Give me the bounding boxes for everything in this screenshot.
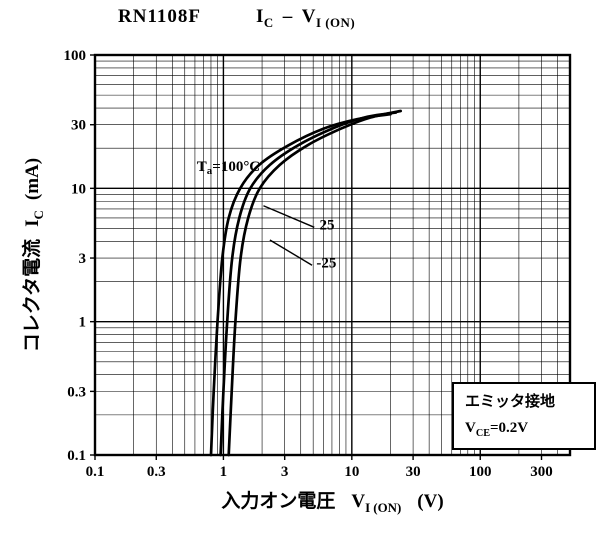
curve-Ta=-25°C (227, 109, 403, 457)
y-tick-label: 30 (71, 118, 86, 134)
condition-vce: VCE=0.2V (465, 415, 583, 443)
title-vion-subscript: I (ON) (315, 14, 356, 30)
curve-label: Ta=100°C (197, 159, 260, 177)
y-tick-label: 0.3 (67, 384, 86, 400)
x-axis-symbol-subscript: I (ON) (365, 499, 402, 515)
y-axis-unit: (mA) (22, 157, 43, 201)
y-tick-label: 10 (71, 181, 86, 197)
test-condition-box: エミッタ接地 VCE=0.2V (452, 382, 596, 451)
annotation-leader-line (263, 205, 315, 228)
x-tick-label: 0.3 (147, 464, 166, 480)
x-tick-label: 10 (344, 464, 359, 480)
x-tick-label: 1 (220, 464, 228, 480)
curve-Ta=25°C (219, 111, 398, 457)
annotation-leader-line (269, 239, 313, 266)
x-tick-label: 3 (281, 464, 289, 480)
x-axis-label-japanese: 入力オン電圧 (221, 491, 336, 512)
condition-circuit: エミッタ接地 (465, 394, 556, 410)
x-tick-label: 30 (406, 464, 421, 480)
y-axis-label-japanese: コレクタ電流 (22, 238, 43, 353)
y-axis-label: コレクタ電流 IC (mA) (17, 45, 46, 465)
device-name: RN1108F (118, 6, 201, 27)
vce-subscript: CE (475, 428, 490, 440)
vce-symbol: V (465, 420, 476, 437)
y-tick-label: 100 (64, 48, 87, 64)
curve-Ta=100°C (209, 112, 392, 457)
title-ic-symbol: I (256, 6, 264, 27)
y-tick-label: 3 (79, 251, 87, 267)
y-tick-label: 1 (79, 315, 87, 331)
x-tick-label: 300 (530, 464, 553, 480)
x-axis-label: 入力オン電圧 VI (ON) (V) (95, 486, 570, 516)
y-tick-label: 0.1 (67, 448, 86, 464)
plot-frame (93, 53, 572, 457)
curve-label: 25 (319, 218, 334, 234)
curve-label: -25 (316, 255, 336, 271)
title-dash: – (282, 6, 293, 27)
y-axis-symbol: I (22, 219, 43, 227)
y-axis-symbol-subscript: C (30, 210, 46, 220)
vce-value: =0.2V (490, 420, 529, 437)
x-tick-label: 100 (469, 464, 492, 480)
x-tick-label: 0.1 (86, 464, 105, 480)
chart-title-relation: IC – VI (ON) (256, 6, 355, 31)
x-axis-symbol: V (351, 491, 366, 512)
title-vion-symbol: V (301, 6, 316, 27)
title-ic-subscript: C (263, 14, 274, 30)
x-axis-unit: (V) (417, 491, 444, 512)
